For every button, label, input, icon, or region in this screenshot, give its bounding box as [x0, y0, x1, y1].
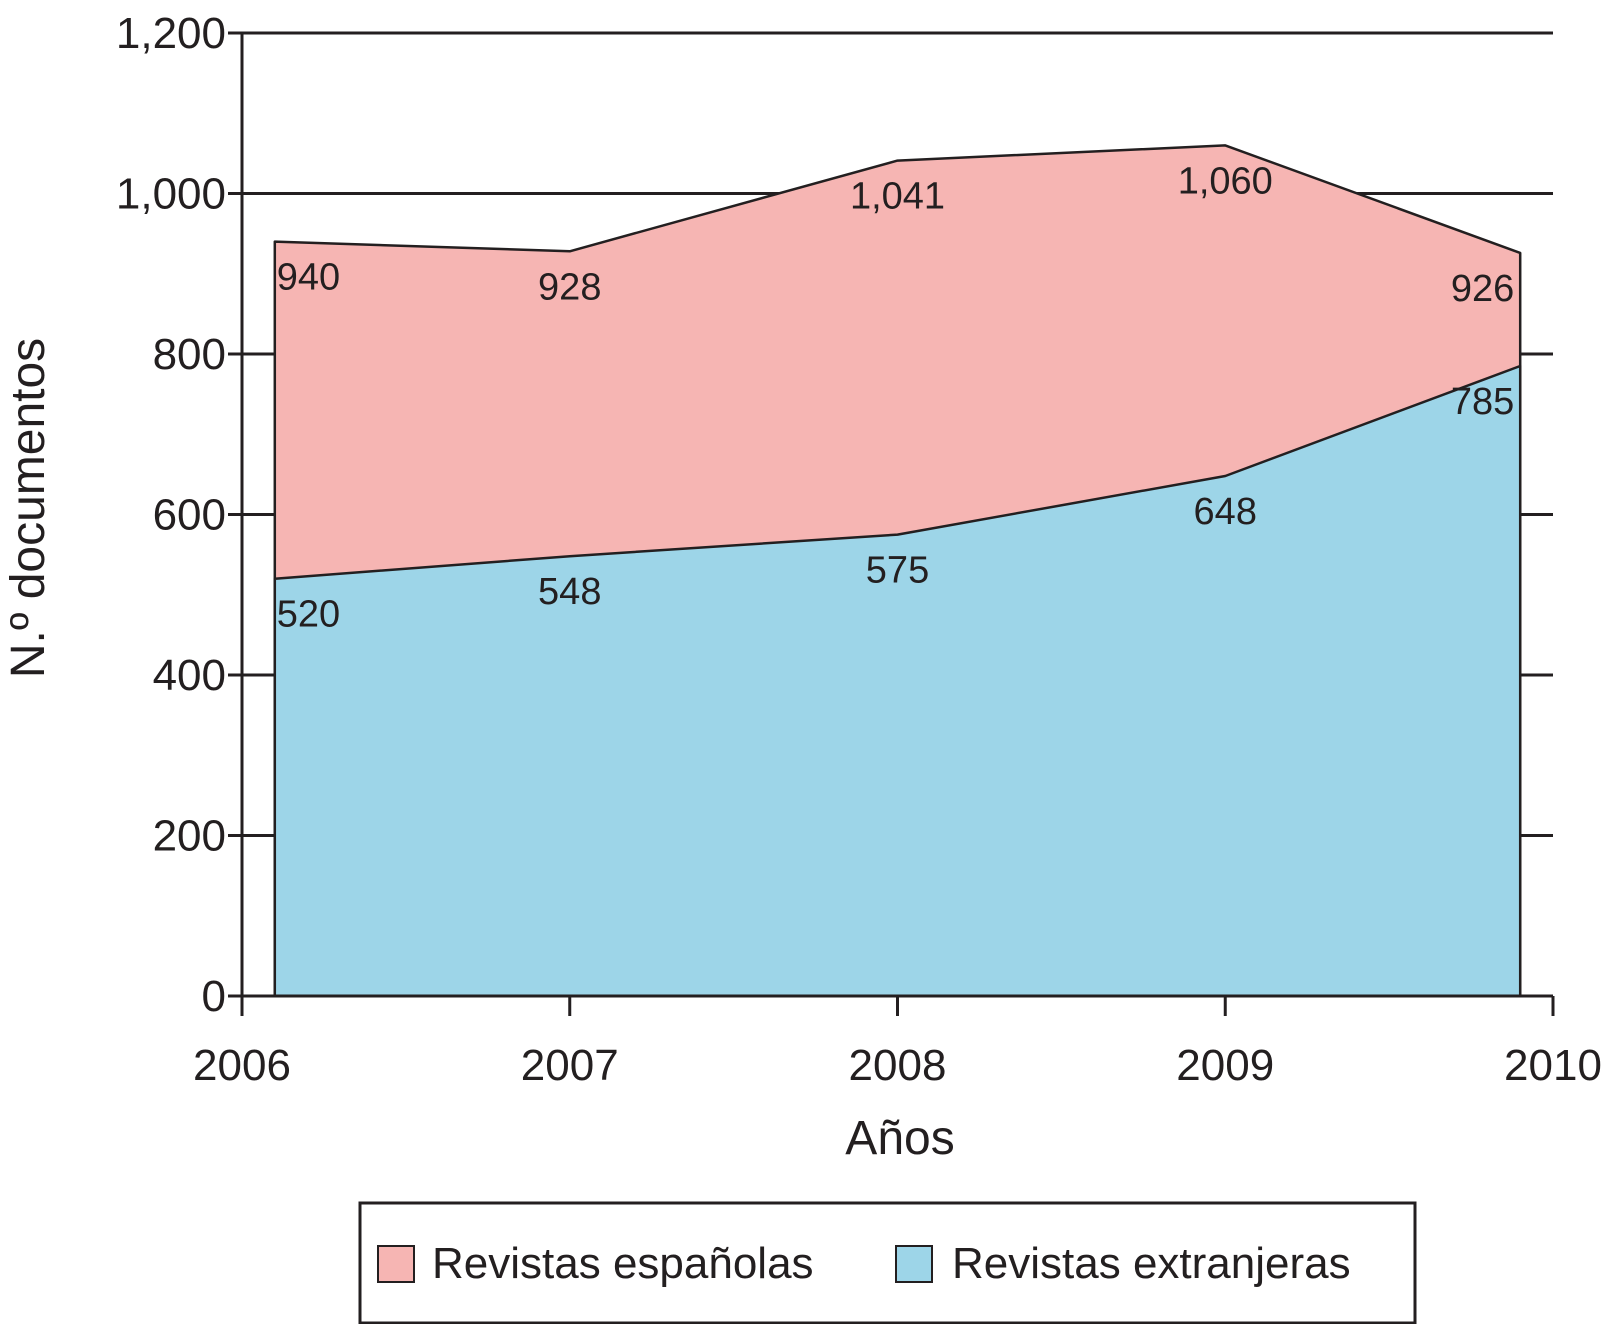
- data-label-revistas-espanolas-1: 928: [538, 266, 601, 308]
- y-tick-label-3: 600: [153, 491, 226, 540]
- y-tick-label-1: 200: [153, 812, 226, 861]
- y-tick-label-5: 1,000: [116, 170, 226, 219]
- axes: 0 200 400 600 800 1,000 1,200 2006 2007 2008 2009 2…: [116, 9, 1602, 1090]
- data-label-revistas-espanolas-4: 926: [1451, 268, 1514, 310]
- legend-label-revistas-extranjeras: Revistas extranjeras: [952, 1239, 1351, 1288]
- data-label-revistas-extranjeras-3: 648: [1194, 491, 1257, 533]
- data-label-revistas-espanolas-3: 1,060: [1178, 160, 1273, 202]
- data-label-revistas-espanolas-2: 1,041: [850, 176, 945, 218]
- chart-areas: [273, 144, 1522, 998]
- data-label-revistas-extranjeras-1: 548: [538, 571, 601, 613]
- y-tick-label-6: 1,200: [116, 9, 226, 58]
- legend-swatch-revistas-espanolas: [377, 1245, 415, 1283]
- legend: Revistas españolas Revistas extranjeras: [358, 1201, 1417, 1324]
- data-label-revistas-espanolas-0: 940: [277, 257, 340, 299]
- x-tick-label-2: 2008: [849, 1041, 947, 1090]
- data-label-revistas-extranjeras-0: 520: [277, 594, 340, 636]
- area-revistas-extranjeras: [273, 364, 1522, 998]
- legend-box: [358, 1201, 1417, 1324]
- y-tick-label-4: 800: [153, 330, 226, 379]
- x-axis-title: Años: [845, 1112, 954, 1165]
- x-tick-label-0: 2006: [193, 1041, 291, 1090]
- x-tick-label-1: 2007: [521, 1041, 619, 1090]
- y-axis-title: N.º documentos: [2, 338, 55, 678]
- y-tick-label-2: 400: [153, 651, 226, 700]
- data-label-revistas-extranjeras-4: 785: [1451, 381, 1514, 423]
- data-label-revistas-extranjeras-2: 575: [866, 550, 929, 592]
- x-tick-label-4: 2010: [1504, 1041, 1602, 1090]
- legend-swatch-revistas-extranjeras: [895, 1245, 933, 1283]
- data-labels: 940 928 1,041 1,060 926 520 548 575 648 785: [277, 160, 1514, 635]
- y-tick-label-0: 0: [202, 972, 226, 1021]
- x-tick-label-3: 2009: [1176, 1041, 1274, 1090]
- legend-label-revistas-espanolas: Revistas españolas: [432, 1239, 814, 1288]
